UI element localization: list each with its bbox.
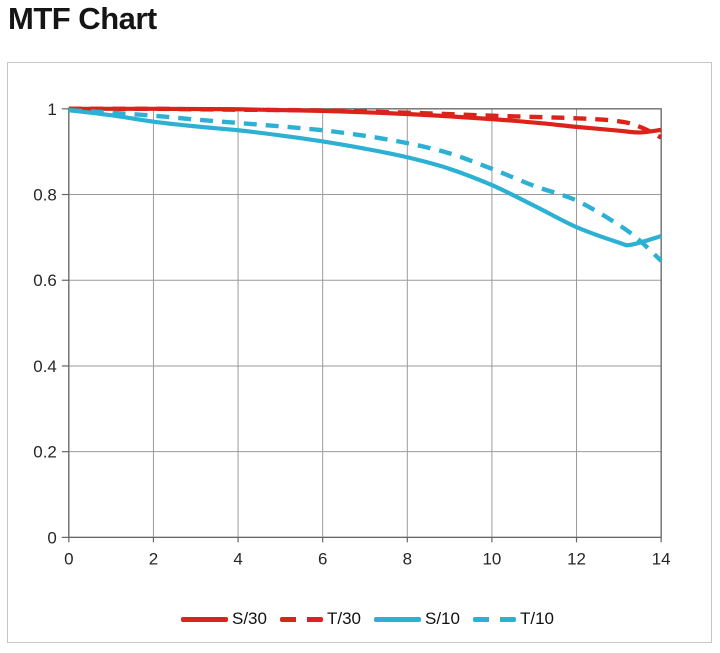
x-tick-label: 10	[482, 549, 501, 568]
x-tick-label: 8	[403, 549, 412, 568]
legend-item-t30: T/30	[279, 609, 361, 629]
legend-label-s10: S/10	[425, 609, 460, 628]
chart-panel: 0 2 4 6 8 10 12 14 0 0.2 0.4 0.6 0.8 1 S/30 T/30 S/10…	[7, 62, 712, 643]
series-line-t-10	[68, 107, 663, 263]
x-tick-label: 6	[318, 549, 327, 568]
legend-item-t10: T/10	[472, 609, 555, 629]
legend-label-t30: T/30	[326, 609, 361, 628]
legend-item-s30: S/30	[180, 609, 267, 629]
y-tick-label: 0.4	[33, 357, 57, 376]
legend-item-s10: S/10	[374, 609, 460, 629]
x-tick-label: 0	[64, 549, 73, 568]
series-line-s-30	[68, 106, 662, 135]
y-tick-label: 0.2	[33, 443, 57, 462]
series-line-s-10	[68, 108, 662, 248]
x-tick-label: 4	[233, 549, 242, 568]
series-line-t-30	[68, 106, 663, 140]
y-tick-label: 0.6	[33, 271, 57, 290]
legend-swatch-solid-red-icon	[180, 616, 228, 622]
x-tick-label: 2	[149, 549, 158, 568]
page-title: MTF Chart	[8, 1, 157, 36]
legend-label-t10: T/10	[519, 609, 555, 628]
x-tick-label: 14	[652, 549, 671, 568]
mtf-plot: 0 2 4 6 8 10 12 14 0 0.2 0.4 0.6 0.8 1	[33, 100, 671, 568]
legend-swatch-dashed-red-icon	[279, 616, 323, 622]
y-tick-label: 0	[47, 528, 56, 547]
plot-border	[68, 108, 662, 539]
legend-swatch-solid-cyan-icon	[374, 616, 421, 622]
chart-legend: S/30 T/30 S/10 T/10	[8, 609, 711, 629]
y-tick-label: 1	[47, 100, 56, 119]
y-tick-label: 0.8	[33, 186, 57, 205]
legend-label-s30: S/30	[231, 609, 267, 628]
x-tick-label: 12	[567, 549, 586, 568]
legend-swatch-dashed-cyan-icon	[472, 616, 516, 622]
